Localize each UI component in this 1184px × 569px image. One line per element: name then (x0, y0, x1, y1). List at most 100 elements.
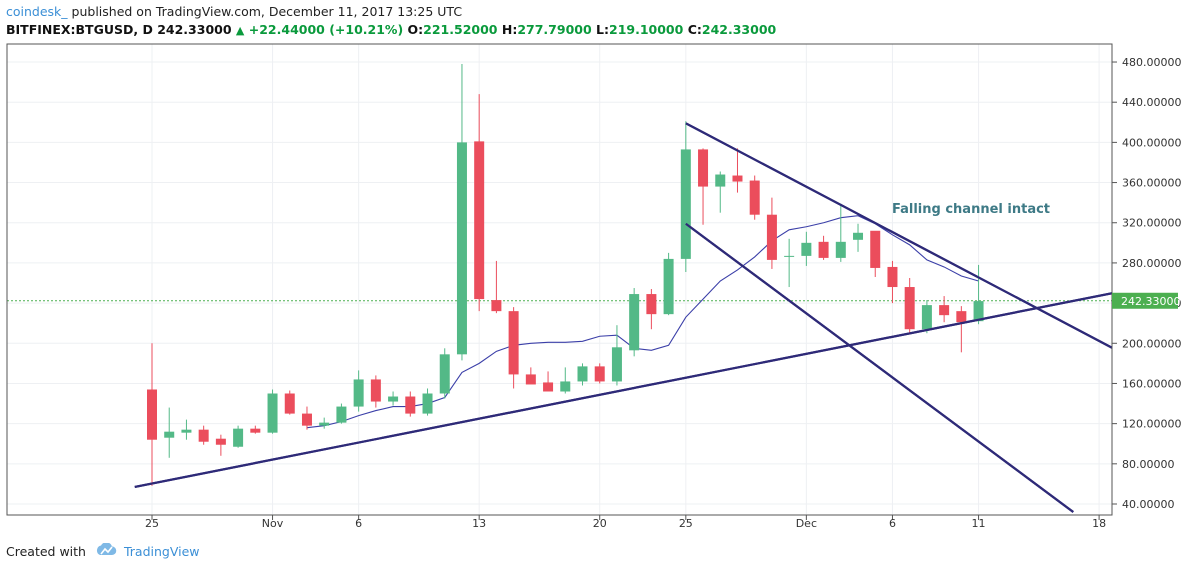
candle (543, 371, 554, 392)
candle-body (870, 230, 881, 268)
candle (267, 389, 278, 434)
candle (181, 419, 192, 440)
candle-body (784, 255, 795, 257)
candle (784, 238, 795, 288)
x-tick-label: 13 (472, 517, 486, 530)
y-tick-label: 320.00000 (1122, 217, 1182, 230)
candle-body (939, 305, 950, 316)
candle (456, 64, 467, 361)
close-value: 242.33000 (701, 22, 777, 37)
low-value: 219.10000 (609, 22, 684, 37)
trendlines-overlay (134, 122, 1112, 513)
x-tick-label: 18 (1092, 517, 1106, 530)
last-price-tag-bg (1112, 292, 1178, 309)
candle-body (611, 347, 622, 382)
candle-body (439, 354, 450, 394)
low-label: L: (596, 22, 609, 37)
candle-body (164, 431, 175, 438)
candle-body (319, 422, 330, 426)
candle-body (267, 393, 278, 433)
x-tick-label: 25 (145, 517, 159, 530)
last-price: 242.33000 (157, 22, 232, 37)
candle (491, 260, 502, 314)
candle (388, 391, 399, 406)
candle-body (629, 294, 640, 351)
candle (370, 375, 381, 408)
candle-body (801, 242, 812, 256)
candle-body (766, 214, 777, 260)
candle (818, 235, 829, 260)
candle-body (887, 266, 898, 288)
candle (508, 307, 519, 389)
published-text: published on TradingView.com, December 1… (71, 4, 463, 19)
y-tick-label: 280.00000 (1122, 257, 1182, 270)
high-value: 277.79000 (517, 22, 592, 37)
x-tick-label: 6 (889, 517, 896, 530)
up-arrow-icon: ▲ (235, 24, 245, 37)
candle-body (543, 382, 554, 392)
candle (594, 363, 605, 384)
close-label: C: (687, 22, 702, 37)
candle-body (198, 429, 209, 442)
candle (301, 406, 312, 430)
candle (422, 388, 433, 416)
candle-body (715, 174, 726, 187)
plot-border (6, 43, 1113, 516)
candle (663, 252, 674, 316)
candle (629, 288, 640, 357)
candle (233, 425, 244, 448)
candle-body (491, 300, 502, 312)
candle-body (973, 301, 984, 322)
candle-body (956, 311, 967, 323)
candle (284, 390, 295, 415)
last-price-tag-text: 242.33000 (1121, 295, 1181, 308)
candle (887, 260, 898, 304)
candles-group (147, 64, 984, 486)
x-tick-label: Nov (262, 517, 284, 530)
y-tick-label: 200.00000 (1122, 337, 1182, 350)
candle (749, 175, 760, 220)
candle (921, 300, 932, 334)
trendline-channel-upper (685, 122, 1112, 349)
candle-body (405, 396, 416, 414)
candle-body (250, 428, 261, 433)
candle (956, 306, 967, 353)
candle-body (732, 175, 743, 182)
annotation-text: Falling channel intact (892, 202, 1050, 217)
candle (939, 296, 950, 323)
x-tick-label: Dec (796, 517, 817, 530)
candle (835, 203, 846, 262)
candle-body (853, 232, 864, 240)
chart-frame (6, 43, 1113, 516)
y-tick-label: 80.00000 (1122, 458, 1175, 471)
x-tick-label: 20 (593, 517, 607, 530)
candle-body (284, 393, 295, 414)
grid (7, 44, 1112, 515)
tradingview-link[interactable]: TradingView (123, 544, 200, 559)
x-tick-label: 25 (679, 517, 693, 530)
candle (680, 121, 691, 272)
candle (474, 94, 485, 312)
candle-body (818, 241, 829, 258)
author-link[interactable]: coindesk_ (6, 4, 68, 19)
publish-info: coindesk_ published on TradingView.com, … (6, 4, 462, 19)
candle-body (525, 374, 536, 385)
candle-body (456, 142, 467, 355)
candle (525, 367, 536, 385)
symbol-label: BITFINEX:BTGUSD, D (6, 22, 153, 37)
candle-body (663, 258, 674, 315)
y-tick-label: 40.00000 (1122, 498, 1175, 511)
candle-body (301, 413, 312, 426)
trendline-channel-lower (685, 222, 1074, 513)
candle-body (370, 379, 381, 402)
candle (353, 370, 364, 412)
x-tick-label: 11 (972, 517, 986, 530)
candle-body (749, 180, 760, 215)
candle (853, 223, 864, 252)
y-axis: 40.00000 80.00000 120.00000 160.00000 200.00… (1112, 56, 1182, 511)
candle-body (646, 294, 657, 315)
last-price-tag: 242.33000 (1112, 292, 1181, 309)
footer: Created with TradingView (6, 542, 200, 560)
candle (611, 325, 622, 386)
